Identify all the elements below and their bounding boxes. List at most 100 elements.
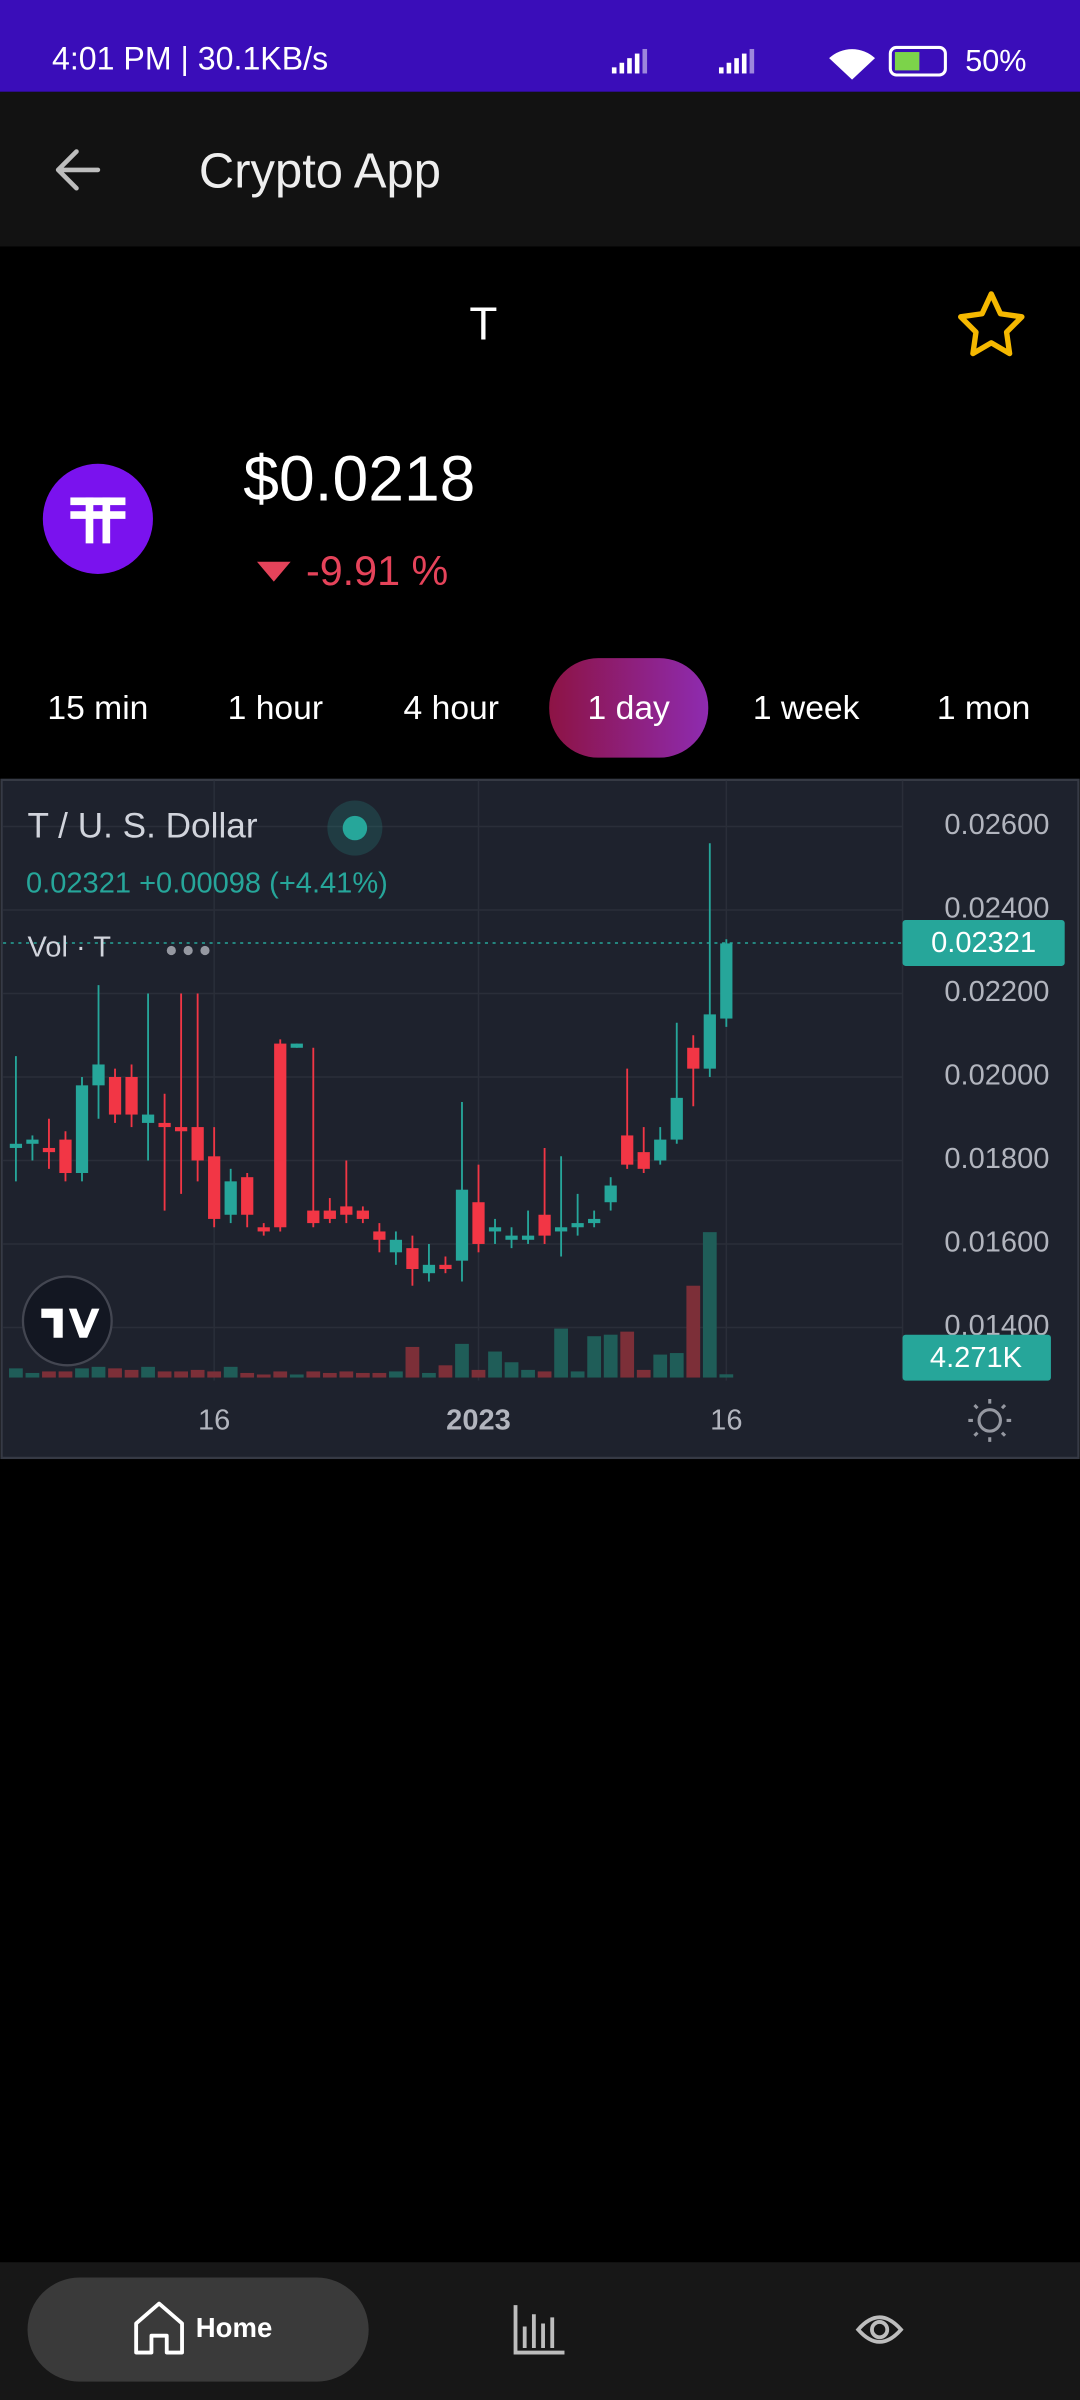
volume-bar: [405, 1346, 420, 1378]
candle-body: [175, 1127, 188, 1132]
tab-selected[interactable]: [549, 658, 709, 758]
back-button[interactable]: [55, 149, 101, 191]
candle-body: [588, 1218, 601, 1224]
volume-bar: [306, 1371, 321, 1378]
y-tick-label: 0.02600: [944, 809, 1049, 841]
legend-menu[interactable]: [166, 945, 210, 956]
y-tick-label: 0.02200: [944, 976, 1049, 1008]
volume-bar: [719, 1374, 734, 1378]
tradingview-glyph: [41, 1308, 100, 1338]
settings-button[interactable]: [968, 1398, 1012, 1442]
candle-body: [505, 1235, 518, 1240]
volume-bar: [124, 1369, 139, 1378]
last-price-tag: [902, 920, 1065, 966]
volume-bar: [223, 1366, 238, 1378]
candle-body: [75, 1085, 89, 1174]
volume-bar: [504, 1362, 519, 1378]
volume-bar: [108, 1368, 122, 1378]
tab-label[interactable]: 1 hour: [228, 690, 323, 727]
volume-bar: [240, 1372, 255, 1378]
volume-bar: [521, 1369, 535, 1378]
candle-body: [92, 1064, 105, 1086]
nav-watchlist[interactable]: [855, 2315, 904, 2344]
volume-bar: [174, 1371, 189, 1378]
live-indicator: [342, 815, 368, 841]
candle-body: [703, 1014, 716, 1069]
candlestick-chart: 0.02600 0.02400 0.02200 0.02000 0.01800 0.016…: [3, 780, 1065, 1437]
volume-bar: [42, 1371, 56, 1378]
candle-body: [637, 1152, 650, 1169]
volume-bar: [686, 1285, 701, 1378]
candle-body: [208, 1156, 221, 1219]
volume-bar: [25, 1372, 40, 1378]
candle-body: [554, 1227, 568, 1232]
coin-symbol: T: [469, 298, 497, 350]
nav-stats[interactable]: [513, 2305, 565, 2355]
volume-bar: [537, 1371, 552, 1378]
battery-level: 50%: [965, 44, 1026, 78]
candle-body: [125, 1076, 138, 1115]
candle-body: [26, 1139, 39, 1144]
tab-label[interactable]: 4 hour: [404, 690, 499, 727]
nav-home[interactable]: [27, 2277, 369, 2382]
volume-bar: [488, 1351, 502, 1378]
candle-body: [571, 1223, 584, 1228]
candle-body: [439, 1264, 452, 1270]
candle-body: [621, 1135, 634, 1165]
volume-bar: [554, 1328, 568, 1378]
volume-bar: [273, 1371, 288, 1378]
favorite-star[interactable]: [958, 291, 1025, 357]
candle-body: [356, 1210, 369, 1219]
tab-label[interactable]: 1 mon: [937, 690, 1031, 727]
coin-price: $0.0218: [243, 443, 475, 515]
status-time: 4:01 PM | 30.1KB/s: [52, 41, 328, 77]
coin-logo-glyph: [70, 497, 126, 544]
app-bar: [0, 91, 1080, 247]
candle-body: [488, 1227, 502, 1232]
chart-legend-title: T / U. S. Dollar: [28, 806, 258, 845]
candle-body: [521, 1235, 535, 1240]
timeframe-tabs: 15 min 1 hour 4 hour 1 day 1 week 1 mon: [47, 658, 1031, 758]
volume-bar: [289, 1374, 304, 1378]
candle-body: [472, 1202, 485, 1244]
volume-bar: [372, 1372, 387, 1378]
candle-body: [538, 1214, 551, 1236]
candle-body: [257, 1227, 270, 1232]
tab-label[interactable]: 1 week: [753, 690, 860, 727]
volume-bar: [471, 1369, 486, 1378]
candle-body: [455, 1189, 469, 1261]
candle-body: [340, 1206, 353, 1215]
candle-body: [274, 1043, 287, 1228]
volume-bar: [636, 1369, 651, 1378]
x-tick-label: 16: [198, 1405, 230, 1437]
chart-legend-values: 0.02321 +0.00098 (+4.41%): [26, 867, 388, 899]
y-tick-label: 0.01600: [944, 1227, 1049, 1259]
candle-body: [687, 1047, 700, 1069]
candle-body: [670, 1097, 683, 1140]
candle-body: [323, 1210, 336, 1219]
tradingview-logo[interactable]: [21, 1275, 113, 1367]
candle-body: [108, 1076, 122, 1115]
nav-home-label: Home: [196, 2312, 272, 2343]
volume-bar: [422, 1372, 436, 1378]
candle-body: [422, 1264, 436, 1274]
tab-label[interactable]: 1 day: [588, 690, 670, 727]
tab-label[interactable]: 15 min: [47, 690, 148, 727]
volume-tag: [902, 1334, 1051, 1381]
volume-bar: [141, 1366, 155, 1378]
candle-body: [406, 1248, 419, 1270]
volume-bar: [190, 1369, 205, 1378]
volume-bar: [587, 1336, 602, 1378]
volume-bar: [455, 1343, 469, 1378]
candle-body: [42, 1147, 56, 1153]
volume-bar: [653, 1354, 668, 1378]
volume-bar: [91, 1366, 106, 1378]
candle-body: [307, 1210, 320, 1224]
volume-bar: [389, 1371, 403, 1378]
candle-body: [158, 1122, 171, 1128]
candle-body: [604, 1185, 617, 1203]
volume-bar: [256, 1374, 271, 1378]
volume-bar: [207, 1371, 222, 1378]
